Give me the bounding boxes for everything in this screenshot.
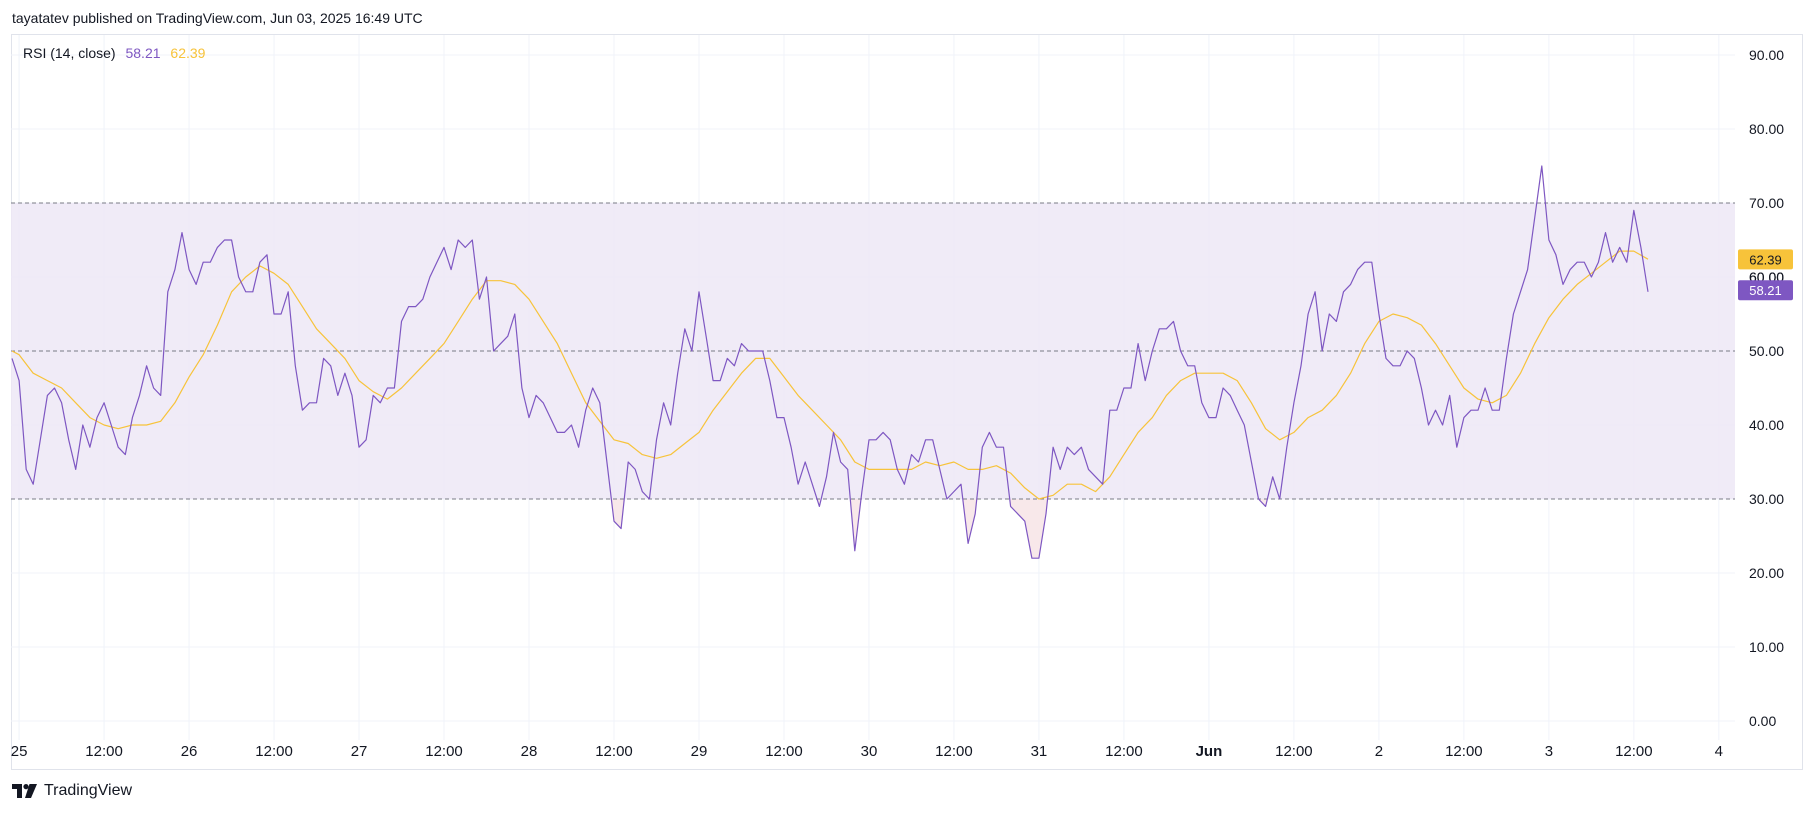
ma-value-badge [1738, 249, 1793, 270]
x-tick-label: 2 [1375, 743, 1383, 760]
x-tick-label: 12:00 [1275, 743, 1313, 760]
rsi-value-badge [1738, 280, 1793, 301]
x-tick-label: 26 [181, 743, 198, 760]
x-tick-label: 12:00 [765, 743, 803, 760]
x-tick-label: 12:00 [1445, 743, 1483, 760]
rsi-ma-line[interactable] [11, 250, 1649, 500]
indicator-name[interactable]: RSI (14, close) [23, 45, 116, 61]
x-tick-label: 4 [1715, 743, 1723, 760]
x-tick-label: 30 [861, 743, 878, 760]
y-tick-label: 30.00 [1749, 491, 1784, 507]
footer-brand[interactable]: TradingView [12, 782, 132, 800]
indicator-legend[interactable]: RSI (14, close) 58.21 62.39 [23, 45, 205, 61]
x-tick-label: 12:00 [425, 743, 463, 760]
oversold-fill [1009, 499, 1048, 559]
x-tick-label: 25 [11, 743, 28, 760]
x-tick-label: 12:00 [1615, 743, 1653, 760]
x-tick-label: 3 [1545, 743, 1553, 760]
y-tick-label: 0.00 [1749, 713, 1776, 729]
y-tick-label: 40.00 [1749, 417, 1784, 433]
oversold-fill [962, 499, 977, 544]
rsi-legend-value: 58.21 [125, 45, 161, 61]
rsi-line[interactable] [11, 165, 1649, 559]
y-tick-label: 50.00 [1749, 343, 1784, 359]
rsi-value-badge-label: 58.21 [1749, 283, 1782, 298]
y-tick-label: 70.00 [1749, 195, 1784, 211]
x-tick-label: 28 [521, 743, 538, 760]
y-tick-label: 80.00 [1749, 121, 1784, 137]
y-tick-label: 10.00 [1749, 639, 1784, 655]
tradingview-logo-icon [12, 784, 38, 798]
x-tick-label: 29 [691, 743, 708, 760]
ma-legend-value: 62.39 [170, 45, 206, 61]
y-tick-label: 90.00 [1749, 47, 1784, 63]
x-tick-label: Jun [1196, 743, 1223, 760]
x-tick-label: 27 [351, 743, 368, 760]
publisher-line: tayatatev published on TradingView.com, … [12, 10, 423, 26]
oversold-fill [850, 499, 861, 551]
x-tick-label: 31 [1031, 743, 1048, 760]
y-tick-label: 20.00 [1749, 565, 1784, 581]
ma-value-badge-label: 62.39 [1749, 252, 1782, 267]
x-tick-label: 12:00 [85, 743, 123, 760]
x-tick-label: 12:00 [935, 743, 973, 760]
x-tick-label: 12:00 [255, 743, 293, 760]
footer-brand-label: TradingView [44, 782, 133, 799]
x-tick-label: 12:00 [1105, 743, 1143, 760]
x-tick-label: 12:00 [595, 743, 633, 760]
